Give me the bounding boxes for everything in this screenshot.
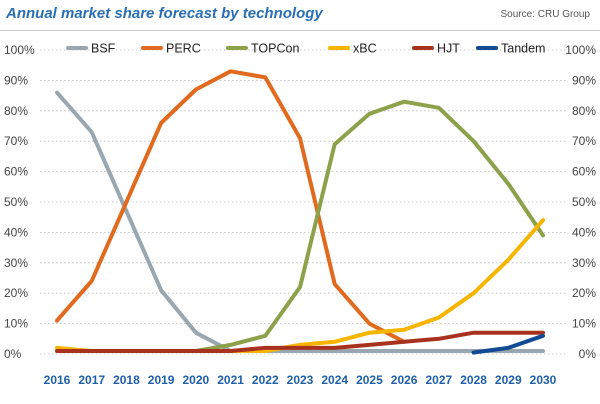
chart-title: Annual market share forecast by technolo…	[6, 5, 323, 22]
x-tick-label: 2029	[495, 373, 522, 387]
y-tick-label-right: 90%	[572, 73, 596, 87]
x-tick-label: 2022	[252, 373, 279, 387]
series-line-hjt	[55, 330, 545, 353]
legend-label: TOPCon	[251, 42, 299, 56]
series-line-topcon	[193, 99, 545, 353]
y-tick-label: 50%	[4, 195, 28, 209]
x-axis: 2016 2017 2018 2019 2020 2021 2022 2023 2024 2025…	[44, 373, 557, 387]
series-line-bsf	[55, 90, 545, 353]
y-tick-label: 40%	[4, 225, 28, 239]
legend-label: HJT	[437, 42, 460, 56]
x-tick-label: 2016	[44, 373, 71, 387]
legend-label: xBC	[353, 42, 377, 56]
gridlines	[40, 49, 566, 355]
y-tick-label: 30%	[4, 256, 28, 270]
legend-label: BSF	[91, 42, 116, 56]
y-tick-label: 10%	[4, 317, 28, 331]
y-tick-label-right: 50%	[572, 195, 596, 209]
legend-label: Tandem	[501, 42, 545, 56]
y-axis-right: 0% 10% 20% 30% 40% 50% 60% 70% 80% 90% 100%	[565, 43, 596, 361]
series-lines	[55, 69, 545, 355]
y-tick-label-right: 40%	[572, 225, 596, 239]
x-tick-label: 2030	[530, 373, 557, 387]
y-tick-label: 70%	[4, 134, 28, 148]
y-tick-label-right: 100%	[565, 43, 596, 57]
legend: BSF PERC TOPCon xBC HJT Tandem	[66, 42, 545, 56]
y-tick-label-right: 30%	[572, 256, 596, 270]
x-tick-label: 2021	[217, 373, 244, 387]
title-divider	[0, 30, 600, 31]
y-tick-label-right: 0%	[579, 347, 597, 361]
x-tick-label: 2017	[78, 373, 105, 387]
y-tick-label-right: 20%	[572, 286, 596, 300]
y-tick-label-right: 80%	[572, 104, 596, 118]
y-tick-label: 100%	[4, 43, 35, 57]
series-line-tandem	[471, 333, 545, 355]
y-tick-label-right: 70%	[572, 134, 596, 148]
series-line-perc	[55, 69, 407, 344]
y-tick-label-right: 60%	[572, 165, 596, 179]
y-tick-label: 0%	[4, 347, 22, 361]
x-tick-label: 2024	[321, 373, 348, 387]
legend-label: PERC	[166, 42, 201, 56]
y-tick-label: 60%	[4, 165, 28, 179]
x-tick-label: 2027	[426, 373, 453, 387]
x-tick-label: 2019	[148, 373, 175, 387]
y-tick-label-right: 10%	[572, 317, 596, 331]
x-tick-label: 2028	[460, 373, 487, 387]
y-axis-left: 0% 10% 20% 30% 40% 50% 60% 70% 80% 90% 100%	[4, 43, 35, 361]
x-tick-label: 2026	[391, 373, 418, 387]
source-note: Source: CRU Group	[500, 9, 590, 20]
y-tick-label: 80%	[4, 104, 28, 118]
x-tick-label: 2025	[356, 373, 383, 387]
x-tick-label: 2018	[113, 373, 140, 387]
y-tick-label: 20%	[4, 286, 28, 300]
x-tick-label: 2020	[183, 373, 210, 387]
y-tick-label: 90%	[4, 73, 28, 87]
x-tick-label: 2023	[287, 373, 314, 387]
